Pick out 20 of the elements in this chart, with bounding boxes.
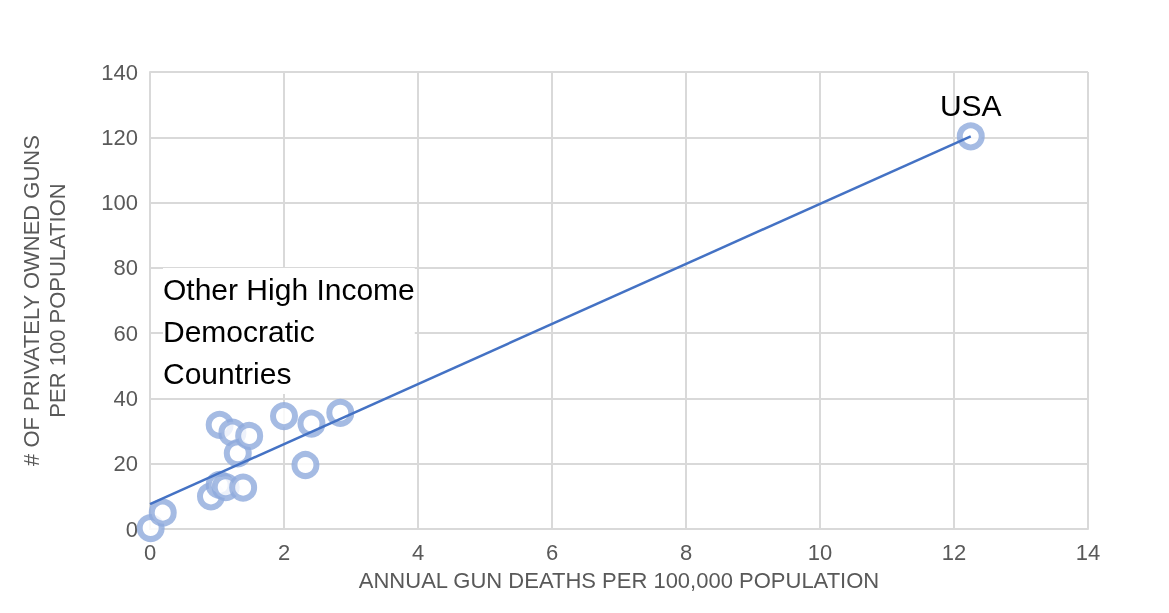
x-tick-label: 6 [545, 539, 559, 565]
x-tick-label: 8 [679, 539, 693, 565]
y-tick-label: 40 [113, 385, 138, 411]
y-tick-label: 60 [113, 320, 138, 346]
x-tick-label: 14 [1075, 539, 1101, 565]
y-tick-label: 20 [113, 451, 138, 477]
x-tick-label: 2 [277, 539, 291, 565]
y-tick-label: 140 [101, 59, 138, 85]
y-tick-label: 0 [125, 516, 138, 542]
x-axis-title: ANNUAL GUN DEATHS PER 100,000 POPULATION [358, 568, 880, 594]
x-tick-label: 12 [941, 539, 967, 565]
annotation: Other High Income Democratic Countries [163, 272, 415, 390]
y-tick-label: 100 [101, 190, 138, 216]
x-tick-label: 4 [411, 539, 425, 565]
y-axis-title: # OF PRIVATELY OWNED GUNS PER 100 POPULATION [18, 135, 70, 466]
x-tick-label: 0 [143, 539, 157, 565]
y-tick-label: 80 [113, 255, 138, 281]
annotation: USA [939, 88, 1002, 122]
x-tick-label: 10 [807, 539, 833, 565]
y-tick-label: 120 [101, 124, 138, 150]
